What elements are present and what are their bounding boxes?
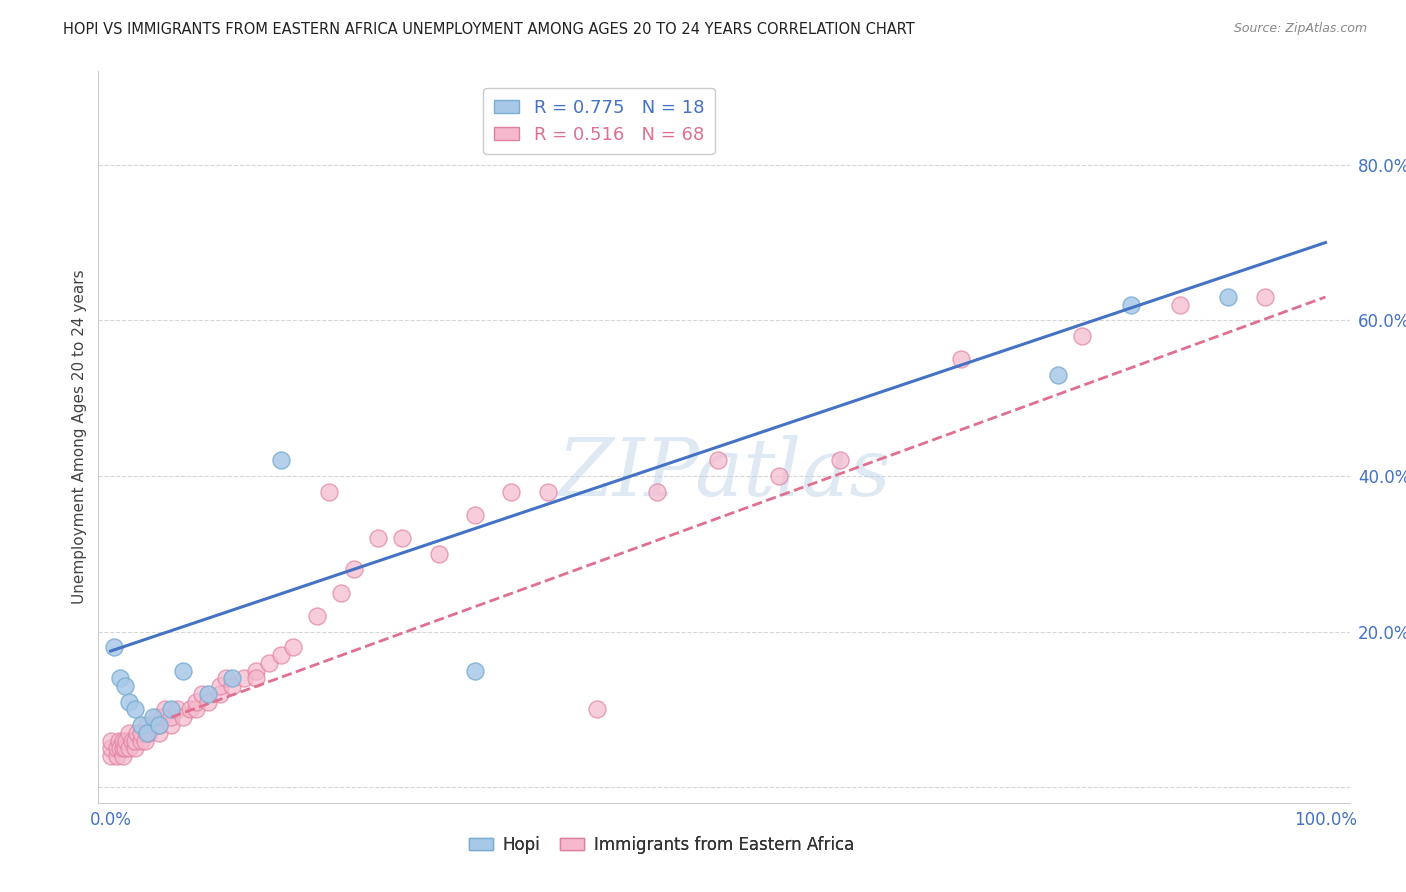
Point	[464, 508, 486, 522]
Point	[114, 679, 136, 693]
Point	[270, 648, 292, 662]
Legend: Hopi, Immigrants from Eastern Africa: Hopi, Immigrants from Eastern Africa	[463, 829, 860, 860]
Point	[1218, 290, 1240, 304]
Point	[118, 695, 141, 709]
Point	[100, 741, 122, 756]
Point	[118, 741, 141, 756]
Point	[100, 749, 122, 764]
Point	[707, 453, 730, 467]
Point	[208, 679, 231, 693]
Point	[111, 733, 134, 747]
Point	[330, 585, 353, 599]
Point	[124, 741, 146, 756]
Point	[318, 484, 340, 499]
Point	[197, 687, 219, 701]
Point	[1047, 368, 1070, 382]
Point	[215, 671, 238, 685]
Point	[307, 609, 329, 624]
Point	[100, 733, 122, 747]
Point	[148, 718, 170, 732]
Point	[427, 547, 450, 561]
Point	[1254, 290, 1277, 304]
Point	[537, 484, 560, 499]
Point	[172, 710, 194, 724]
Point	[245, 664, 267, 678]
Point	[114, 741, 136, 756]
Point	[585, 702, 607, 716]
Point	[208, 687, 231, 701]
Point	[148, 725, 170, 739]
Point	[111, 741, 134, 756]
Point	[110, 671, 132, 685]
Point	[1168, 298, 1191, 312]
Point	[105, 741, 128, 756]
Point	[1071, 329, 1094, 343]
Point	[233, 671, 256, 685]
Point	[136, 718, 159, 732]
Point	[148, 718, 170, 732]
Point	[828, 453, 851, 467]
Point	[111, 749, 134, 764]
Point	[184, 702, 207, 716]
Point	[172, 664, 194, 678]
Point	[464, 664, 486, 678]
Point	[257, 656, 280, 670]
Point	[221, 671, 243, 685]
Point	[768, 469, 790, 483]
Point	[124, 702, 146, 716]
Point	[1119, 298, 1142, 312]
Point	[108, 733, 131, 747]
Point	[501, 484, 523, 499]
Point	[129, 725, 152, 739]
Point	[150, 710, 173, 724]
Point	[949, 352, 972, 367]
Point	[121, 733, 143, 747]
Point	[129, 718, 152, 732]
Point	[155, 702, 177, 716]
Point	[136, 725, 159, 739]
Point	[145, 710, 167, 724]
Point	[160, 702, 183, 716]
Text: HOPI VS IMMIGRANTS FROM EASTERN AFRICA UNEMPLOYMENT AMONG AGES 20 TO 24 YEARS CO: HOPI VS IMMIGRANTS FROM EASTERN AFRICA U…	[63, 22, 915, 37]
Text: Source: ZipAtlas.com: Source: ZipAtlas.com	[1233, 22, 1367, 36]
Point	[134, 733, 156, 747]
Point	[245, 671, 267, 685]
Point	[142, 710, 165, 724]
Point	[142, 718, 165, 732]
Point	[367, 531, 389, 545]
Point	[110, 741, 132, 756]
Point	[166, 702, 188, 716]
Point	[160, 718, 183, 732]
Point	[127, 725, 149, 739]
Point	[124, 733, 146, 747]
Point	[221, 679, 243, 693]
Point	[645, 484, 668, 499]
Y-axis label: Unemployment Among Ages 20 to 24 years: Unemployment Among Ages 20 to 24 years	[72, 269, 87, 605]
Point	[105, 749, 128, 764]
Point	[281, 640, 304, 655]
Point	[342, 562, 364, 576]
Point	[138, 725, 160, 739]
Point	[129, 733, 152, 747]
Point	[103, 640, 125, 655]
Point	[391, 531, 413, 545]
Point	[115, 733, 138, 747]
Point	[190, 687, 212, 701]
Point	[184, 695, 207, 709]
Point	[179, 702, 201, 716]
Point	[270, 453, 292, 467]
Point	[160, 710, 183, 724]
Text: ZIPatlas: ZIPatlas	[557, 435, 891, 512]
Point	[197, 695, 219, 709]
Point	[118, 725, 141, 739]
Point	[136, 725, 159, 739]
